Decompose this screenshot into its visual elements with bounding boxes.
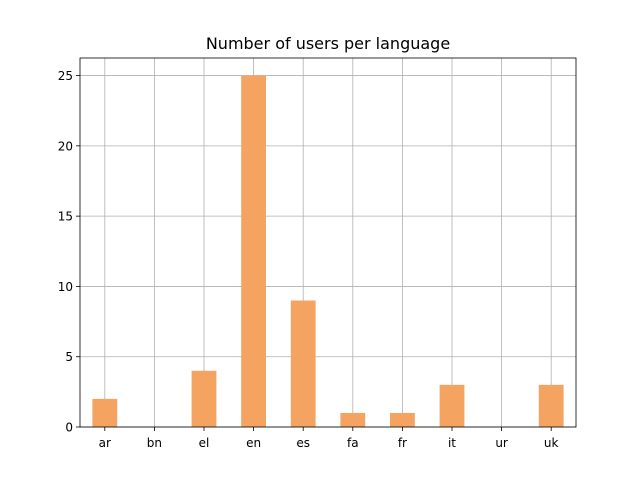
y-tick-label: 10: [58, 280, 73, 294]
y-tick-label: 0: [65, 421, 73, 435]
chart-title: Number of users per language: [206, 34, 450, 53]
x-tick-label-it: it: [448, 436, 456, 450]
bar-it: [439, 384, 465, 427]
x-tick-label-uk: uk: [544, 436, 559, 450]
x-tick-label-es: es: [296, 436, 310, 450]
axes-layer: [79, 57, 577, 428]
ticks-layer: 0 5 10 15 20 25 ar bn el en es fa fr it ur uk: [58, 69, 559, 450]
plot-frame: [79, 57, 577, 428]
y-tick-label: 15: [58, 210, 73, 224]
bar-fa: [340, 412, 366, 427]
y-tick-label: 20: [58, 139, 73, 153]
x-tick-label-ar: ar: [99, 436, 111, 450]
bars-layer: [92, 75, 564, 428]
bar-uk: [538, 384, 564, 427]
bar-ar: [92, 398, 118, 427]
bar-es: [290, 300, 316, 427]
x-tick-label-en: en: [246, 436, 261, 450]
bar-en: [241, 75, 266, 428]
x-tick-label-fa: fa: [347, 436, 359, 450]
y-tick-label: 5: [65, 350, 73, 364]
x-tick-label-bn: bn: [147, 436, 162, 450]
x-tick-label-el: el: [199, 436, 210, 450]
x-tick-label-ur: ur: [495, 436, 508, 450]
y-tick-label: 25: [58, 69, 73, 83]
x-tick-label-fr: fr: [398, 436, 407, 450]
bar-el: [191, 370, 217, 427]
bar-fr: [390, 412, 415, 427]
